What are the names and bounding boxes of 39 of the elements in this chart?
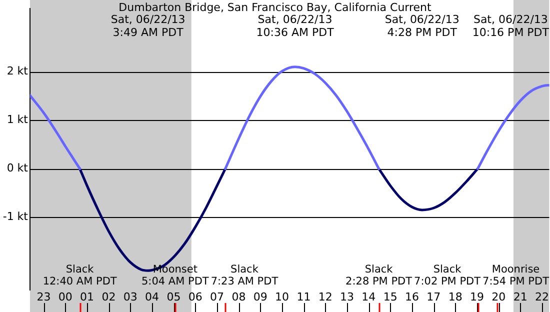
x-tick-label: 03 (123, 290, 138, 304)
x-tick-label: 09 (253, 290, 268, 304)
x-tick-label: 07 (210, 290, 224, 304)
annotation: Sat, 06/22/13 10:36 AM PDT (256, 12, 334, 39)
x-tick-label: 10 (275, 290, 290, 304)
x-tick-label: 13 (340, 290, 354, 304)
x-tick-label: 14 (362, 290, 376, 304)
ref-line-label: Slack 12:40 AM PDT (42, 264, 118, 288)
x-tick-label: 02 (102, 290, 116, 304)
x-tick-label: 15 (383, 290, 398, 304)
annotation: Sat, 06/22/13 3:49 AM PDT (110, 12, 186, 39)
x-tick-label: 04 (145, 290, 160, 304)
ref-line-label: Moonrise 7:54 PM PDT (482, 264, 550, 288)
x-tick-label: 18 (448, 290, 462, 304)
ref-line-label: Slack 7:23 AM PDT (210, 264, 279, 288)
x-tick-label: 08 (232, 290, 246, 304)
x-tick-label: 01 (80, 290, 94, 304)
annotation: Sat, 06/22/13 10:16 PM PDT (472, 12, 550, 39)
y-tick-label: -1 kt (2, 210, 29, 224)
chart-title: Dumbarton Bridge, San Francisco Bay, California Current (118, 0, 432, 14)
x-tick-label: 00 (58, 290, 72, 304)
ref-line-label: Slack 7:02 PM PDT (414, 264, 482, 288)
y-tick-label: 0 kt (6, 162, 29, 175)
y-tick-label: 2 kt (6, 64, 29, 78)
x-tick-label: 19 (470, 290, 484, 304)
x-tick-label: 05 (166, 290, 181, 304)
ref-line-label: Moonset 5:04 AM PDT (141, 264, 210, 288)
x-tick-label: 06 (188, 290, 202, 304)
x-tick-label: 22 (535, 290, 549, 304)
x-tick-label: 21 (513, 290, 528, 304)
ref-line-label: Slack 2:28 PM PDT (346, 264, 413, 288)
x-tick-label: 12 (318, 290, 332, 304)
x-tick-label: 23 (36, 290, 51, 304)
y-tick-label: 1 kt (6, 113, 29, 126)
annotation: Sat, 06/22/13 4:28 PM PDT (384, 12, 460, 39)
x-tick-label: 11 (296, 290, 311, 304)
x-tick-label: 20 (492, 290, 506, 304)
x-tick-label: 17 (426, 290, 441, 304)
x-tick-label: 16 (405, 290, 420, 304)
